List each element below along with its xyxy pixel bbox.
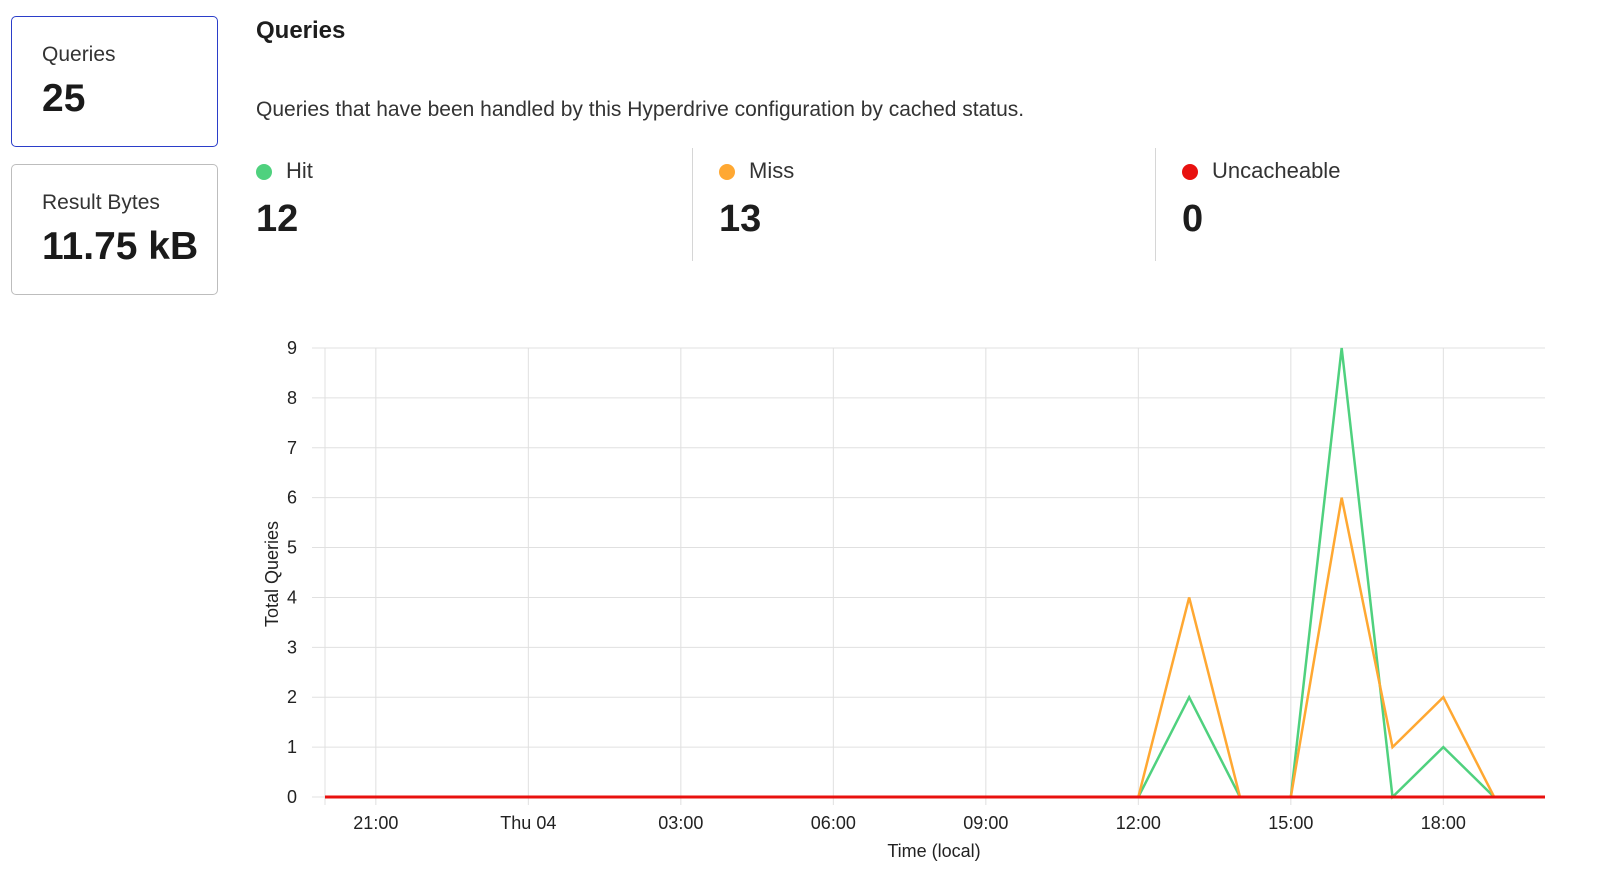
stat-hit-value: 12 xyxy=(256,198,299,240)
x-axis-ticks: 21:00 Thu 04 03:00 06:00 09:00 12:00 15:00 18:0… xyxy=(353,813,1466,833)
stat-miss-value: 13 xyxy=(719,198,762,240)
x-axis-label: Time (local) xyxy=(887,841,980,861)
hit-dot-icon xyxy=(256,164,272,180)
uncacheable-dot-icon xyxy=(1182,164,1198,180)
chart-grid xyxy=(312,347,1545,805)
y-tick-label: 9 xyxy=(287,338,297,358)
y-axis-label: Total Queries xyxy=(262,521,282,627)
stat-uncacheable-value: 0 xyxy=(1182,198,1204,240)
result-bytes-card-label: Result Bytes xyxy=(42,191,160,214)
x-tick-label: 21:00 xyxy=(353,813,398,833)
section-description: Queries that have been handled by this H… xyxy=(256,98,1025,121)
y-tick-label: 3 xyxy=(287,637,297,657)
divider xyxy=(1155,148,1156,261)
y-tick-label: 5 xyxy=(287,538,297,558)
result-bytes-card-value: 11.75 kB xyxy=(42,225,199,268)
stat-hit-label: Hit xyxy=(286,158,313,183)
x-tick-label: 06:00 xyxy=(811,813,856,833)
series-line-hit xyxy=(325,347,1545,800)
y-tick-label: 1 xyxy=(287,737,297,757)
section-title: Queries xyxy=(256,17,346,44)
y-tick-label: 2 xyxy=(287,687,297,707)
queries-card-label: Queries xyxy=(42,43,116,66)
y-tick-label: 6 xyxy=(287,488,297,508)
divider xyxy=(692,148,693,261)
x-tick-label: 15:00 xyxy=(1268,813,1313,833)
stat-uncacheable-label: Uncacheable xyxy=(1212,158,1341,183)
chart-series xyxy=(325,347,1545,800)
y-axis-ticks: 0 1 2 3 4 5 6 7 8 9 xyxy=(287,338,297,807)
queries-card[interactable]: Queries 25 xyxy=(11,16,218,147)
result-bytes-card[interactable]: Result Bytes 11.75 kB xyxy=(11,164,218,295)
x-tick-label: 12:00 xyxy=(1116,813,1161,833)
y-tick-label: 8 xyxy=(287,388,297,408)
miss-dot-icon xyxy=(719,164,735,180)
queries-card-value: 25 xyxy=(42,77,86,120)
x-tick-label: 03:00 xyxy=(658,813,703,833)
y-tick-label: 7 xyxy=(287,438,297,458)
x-tick-label: Thu 04 xyxy=(500,813,556,833)
y-tick-label: 0 xyxy=(287,787,297,807)
stat-miss-label: Miss xyxy=(749,158,795,183)
x-tick-label: 09:00 xyxy=(963,813,1008,833)
y-tick-label: 4 xyxy=(287,587,297,607)
x-tick-label: 18:00 xyxy=(1421,813,1466,833)
